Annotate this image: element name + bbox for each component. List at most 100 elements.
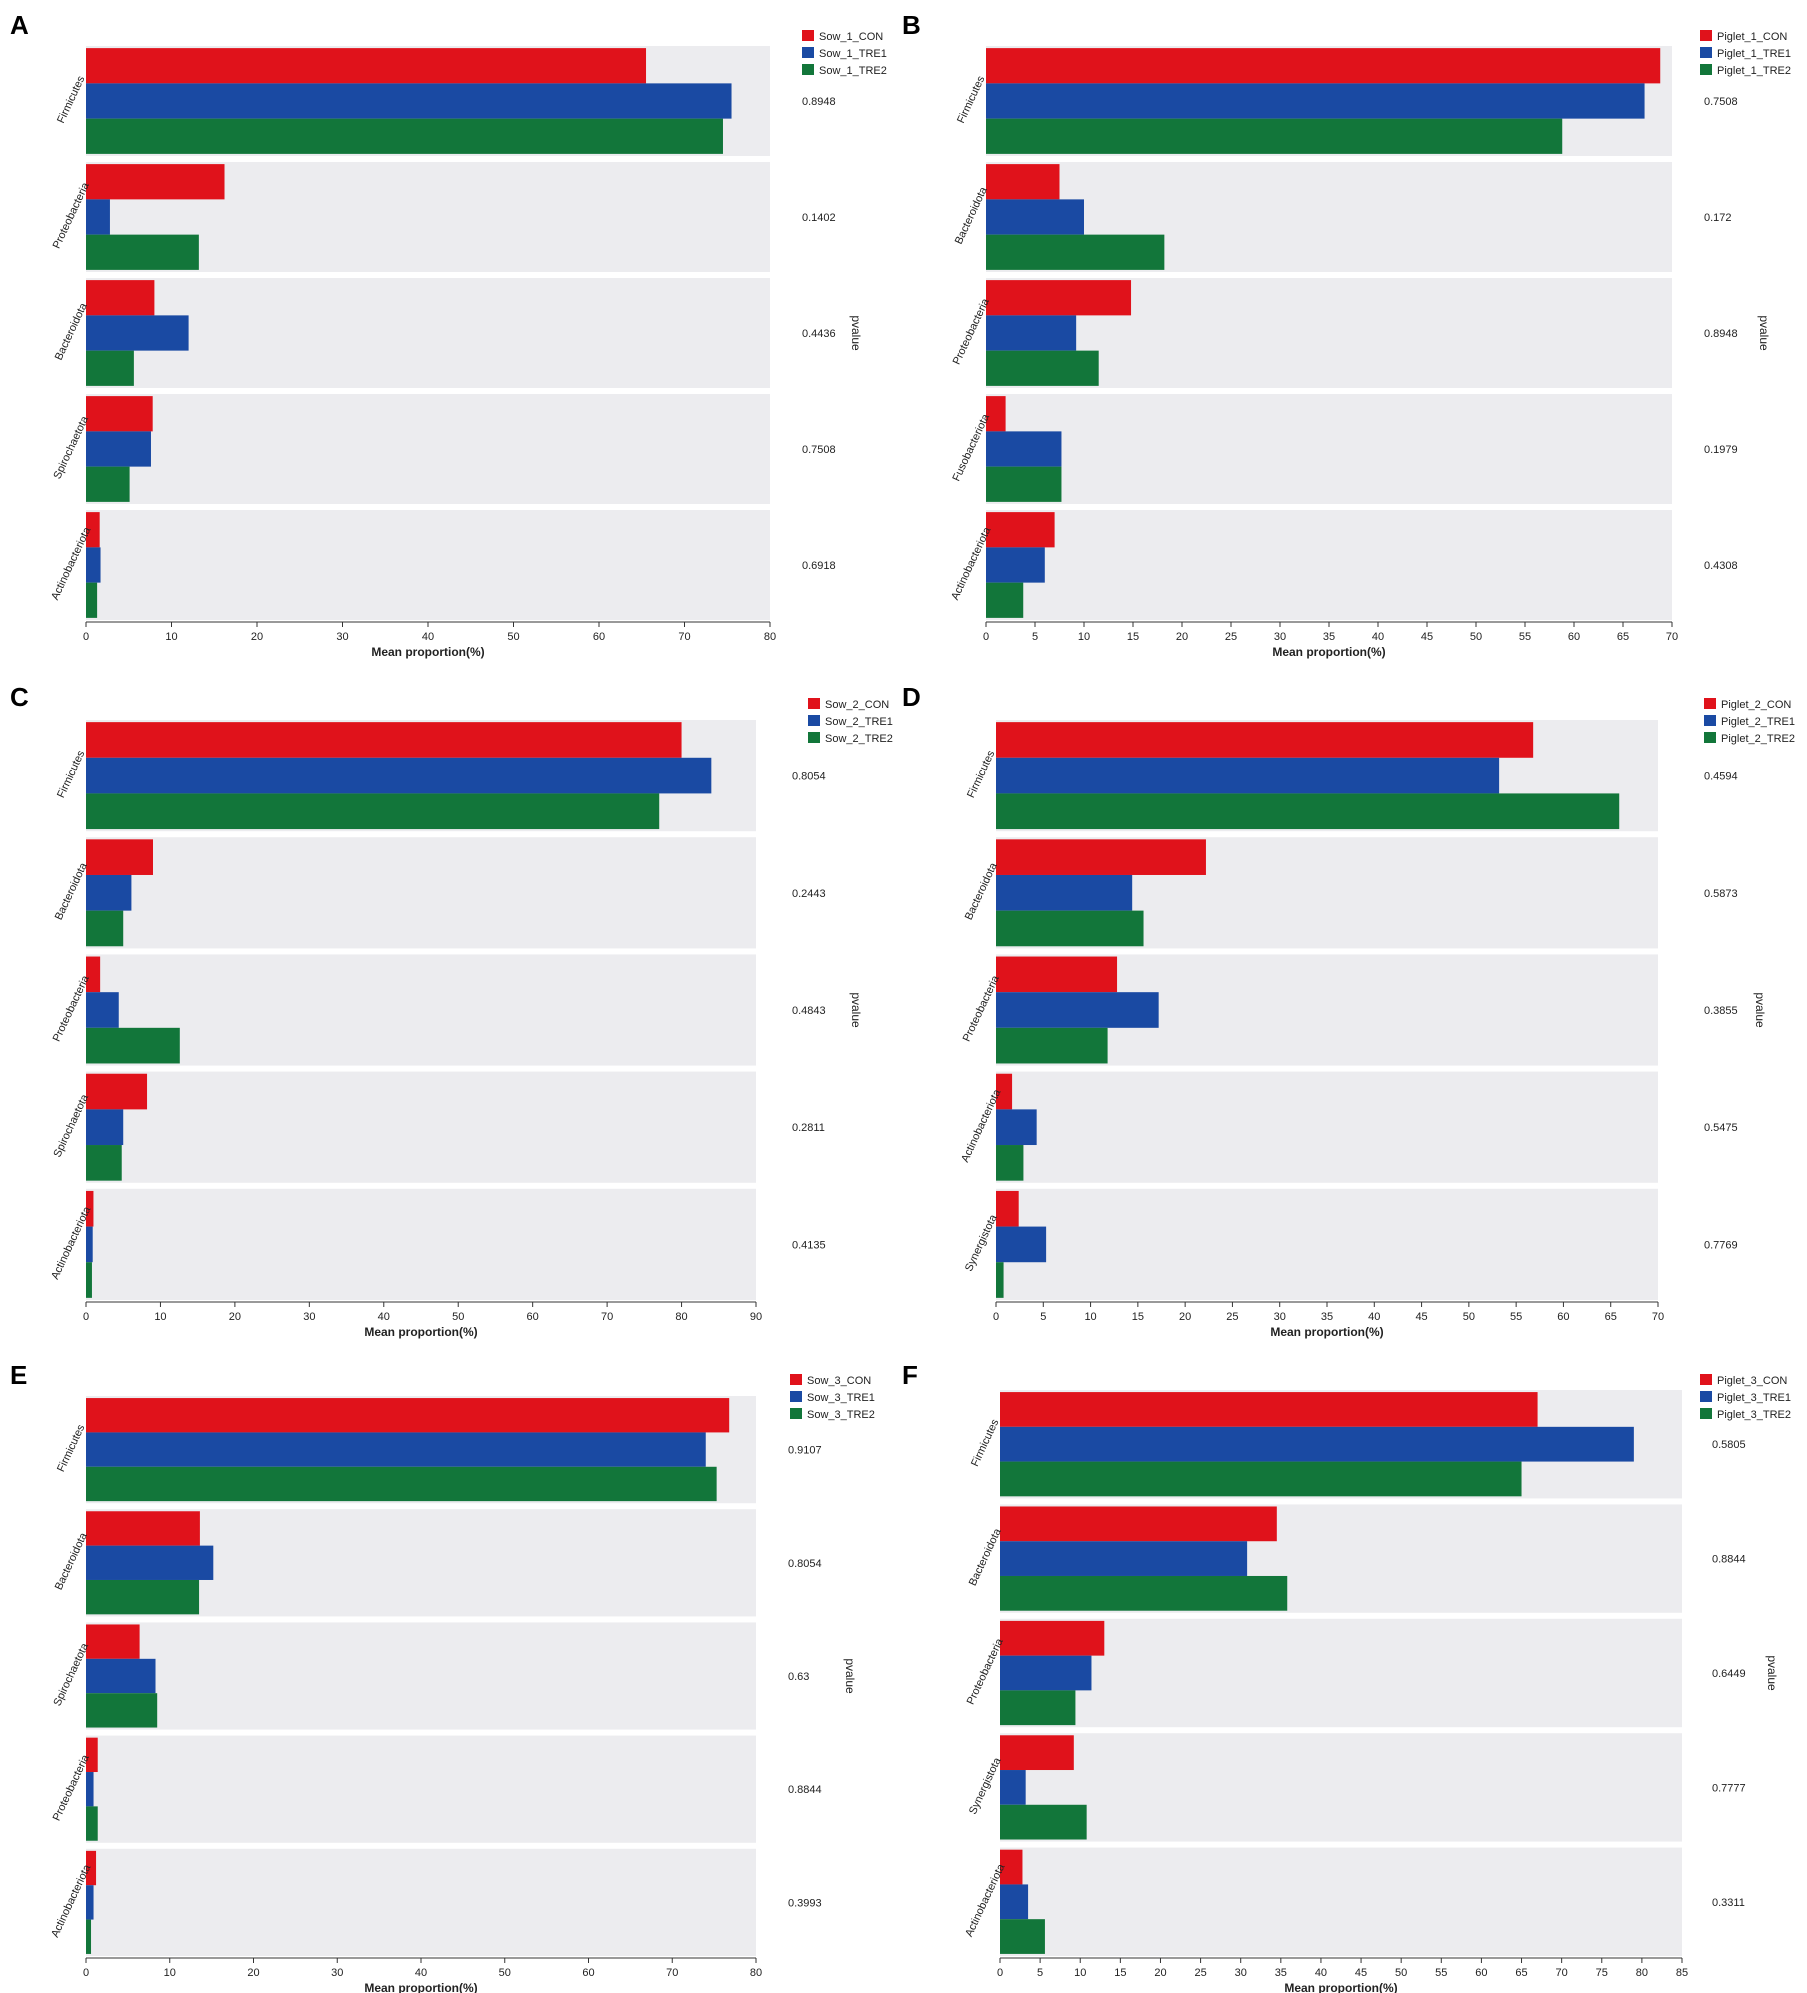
pvalue-text: 0.7508 — [802, 444, 836, 456]
x-tick-label: 65 — [1617, 631, 1629, 643]
x-axis-title: Mean proportion(%) — [364, 1325, 477, 1339]
x-tick-label: 10 — [1074, 1967, 1086, 1979]
category-label: Firmicutes — [969, 1417, 1002, 1468]
bar-con — [996, 1073, 1013, 1110]
x-tick-label: 35 — [1323, 631, 1335, 643]
x-tick-label: 0 — [983, 631, 989, 643]
bar-tre2 — [86, 1145, 122, 1181]
bar-con — [86, 512, 100, 548]
bar-tre2 — [86, 1027, 180, 1064]
bar-con — [86, 956, 101, 993]
legend-label: Sow_2_TRE1 — [825, 716, 893, 728]
bar-con — [1000, 1506, 1277, 1542]
x-tick-label: 60 — [1568, 631, 1580, 643]
category-label: Bacteroidota — [963, 860, 1000, 922]
bar-tre1 — [996, 874, 1133, 911]
x-tick-label: 30 — [1235, 1967, 1247, 1979]
category-label: Proteobacteria — [51, 180, 92, 251]
x-tick-label: 25 — [1194, 1967, 1206, 1979]
bar-con — [996, 839, 1206, 875]
x-tick-label: 40 — [415, 1967, 427, 1979]
x-tick-label: 0 — [993, 1311, 999, 1323]
legend-label: Sow_2_CON — [825, 699, 889, 711]
x-tick-label: 75 — [1596, 1967, 1608, 1979]
legend-label: Piglet_1_TRE2 — [1717, 65, 1791, 77]
x-tick-label: 40 — [378, 1311, 390, 1323]
legend-label: Sow_1_CON — [819, 31, 883, 43]
category-label: Bacteroidota — [53, 1530, 90, 1592]
bar-tre1 — [86, 431, 151, 467]
category-label: Bacteroidota — [53, 300, 90, 362]
pvalue-text: 0.6449 — [1712, 1668, 1746, 1680]
x-tick-label: 65 — [1605, 1311, 1617, 1323]
pvalue-text: 0.8844 — [1712, 1554, 1746, 1566]
panel-letter: A — [10, 10, 29, 40]
bar-con — [86, 1073, 148, 1110]
x-tick-label: 50 — [507, 631, 519, 643]
category-band — [86, 510, 770, 620]
bar-tre1 — [1000, 1770, 1026, 1805]
x-tick-label: 0 — [997, 1967, 1003, 1979]
bar-tre1 — [86, 315, 189, 351]
pvalue-text: 0.4843 — [792, 1005, 826, 1017]
bar-con — [986, 48, 1661, 84]
bar-con — [1000, 1392, 1538, 1427]
pvalue-text: 0.5805 — [1712, 1439, 1746, 1451]
x-tick-label: 55 — [1519, 631, 1531, 643]
legend-swatch-con — [1700, 30, 1712, 41]
panel-c: C Firmicutes 0.8054 Bacteroidota 0.2443 Prote… — [10, 682, 893, 1339]
x-tick-label: 70 — [1652, 1311, 1664, 1323]
x-tick-label: 80 — [1636, 1967, 1648, 1979]
bar-con — [86, 280, 155, 316]
bar-tre2 — [1000, 1575, 1288, 1611]
category-label: Spirochaetota — [51, 414, 91, 481]
x-tick-label: 65 — [1515, 1967, 1527, 1979]
x-tick-label: 50 — [1470, 631, 1482, 643]
bar-tre2 — [86, 350, 134, 386]
x-tick-label: 60 — [593, 631, 605, 643]
category-label: Proteobacteria — [961, 973, 1002, 1044]
legend-swatch-tre1 — [1700, 47, 1712, 58]
category-band — [86, 1622, 756, 1730]
x-tick-label: 90 — [750, 1311, 762, 1323]
category-label: Spirochaetota — [51, 1641, 91, 1708]
bar-tre2 — [1000, 1804, 1087, 1840]
bar-tre1 — [996, 992, 1159, 1028]
category-label: Synergistota — [963, 1212, 1000, 1273]
pvalue-text: 0.5873 — [1704, 888, 1738, 900]
x-tick-label: 40 — [1315, 1967, 1327, 1979]
x-tick-label: 60 — [1475, 1967, 1487, 1979]
x-tick-label: 30 — [331, 1967, 343, 1979]
bar-tre2 — [86, 1919, 92, 1954]
pvalue-axis-label: pvalue — [843, 1658, 857, 1694]
bar-tre2 — [986, 118, 1563, 154]
bar-tre1 — [1000, 1884, 1029, 1920]
bar-tre2 — [1000, 1461, 1522, 1497]
pvalue-text: 0.4135 — [792, 1239, 826, 1251]
x-tick-label: 70 — [1556, 1967, 1568, 1979]
category-band — [86, 1735, 756, 1843]
x-tick-label: 35 — [1275, 1967, 1287, 1979]
category-label: Proteobacteria — [51, 973, 92, 1044]
x-tick-label: 15 — [1132, 1311, 1144, 1323]
legend-label: Piglet_2_CON — [1721, 699, 1791, 711]
pvalue-text: 0.3855 — [1704, 1005, 1738, 1017]
category-label: Proteobacteria — [965, 1636, 1006, 1707]
x-tick-label: 50 — [452, 1311, 464, 1323]
pvalue-text: 0.7777 — [1712, 1782, 1746, 1794]
x-tick-label: 30 — [336, 631, 348, 643]
legend-label: Sow_1_TRE2 — [819, 65, 887, 77]
category-label: Firmicutes — [955, 74, 988, 125]
legend-swatch-con — [808, 698, 820, 709]
x-tick-label: 45 — [1355, 1967, 1367, 1979]
bar-con — [86, 1190, 94, 1227]
x-tick-label: 60 — [1557, 1311, 1569, 1323]
bar-con — [86, 722, 682, 758]
x-tick-label: 20 — [1154, 1967, 1166, 1979]
x-tick-label: 80 — [764, 631, 776, 643]
x-tick-label: 80 — [750, 1967, 762, 1979]
legend-label: Piglet_1_TRE1 — [1717, 48, 1791, 60]
x-tick-label: 20 — [251, 631, 263, 643]
category-band — [996, 1071, 1658, 1183]
category-band — [86, 954, 756, 1066]
